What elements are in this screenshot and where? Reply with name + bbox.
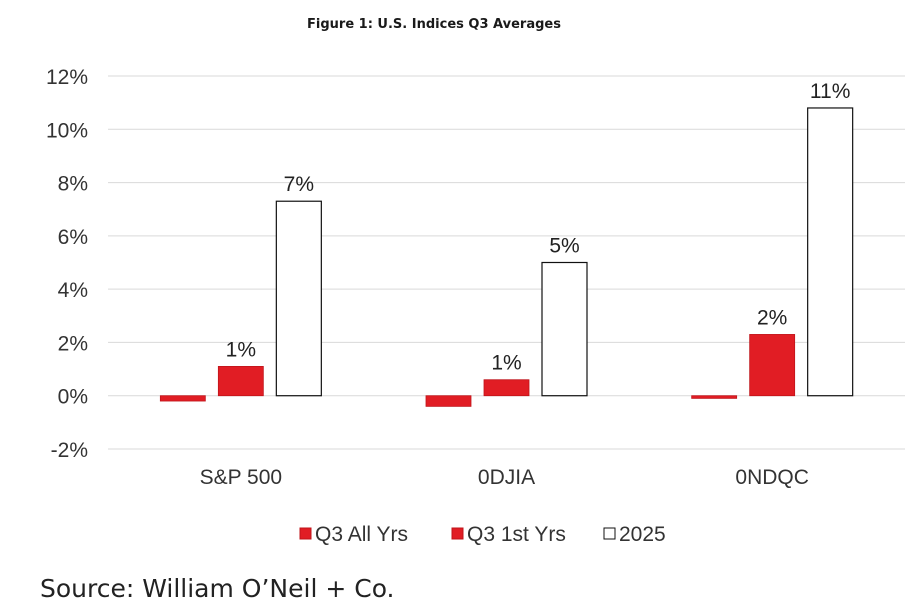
data-label: 2%	[757, 306, 787, 329]
bar-2025	[275, 200, 322, 397]
legend-label: Q3 1st Yrs	[467, 523, 566, 546]
x-tick-label: 0DJIA	[478, 466, 535, 489]
bar-2025	[807, 107, 854, 397]
source-note: Source: William O’Neil + Co.	[40, 574, 395, 603]
bar-q3-1st-yrs	[217, 366, 264, 397]
data-label: 1%	[226, 338, 256, 361]
bar-q3-all-yrs	[159, 395, 206, 402]
legend-swatch	[299, 527, 312, 540]
data-label: 7%	[284, 173, 314, 196]
y-tick-label: 6%	[58, 226, 88, 249]
bar-q3-all-yrs	[691, 395, 738, 399]
x-tick-label: S&P 500	[200, 466, 283, 489]
bar-q3-1st-yrs	[749, 334, 796, 397]
bar-q3-all-yrs	[425, 395, 472, 407]
y-tick-label: 0%	[58, 386, 88, 409]
data-label: 1%	[491, 352, 521, 375]
y-tick-label: 10%	[46, 119, 88, 142]
legend-label: Q3 All Yrs	[315, 523, 408, 546]
legend-label: 2025	[619, 523, 666, 546]
figure-title: Figure 1: U.S. Indices Q3 Averages	[307, 17, 561, 32]
legend-swatch	[603, 527, 616, 540]
data-label: 5%	[549, 235, 579, 258]
legend-swatch	[451, 527, 464, 540]
y-tick-label: 4%	[58, 279, 88, 302]
y-tick-label: 8%	[58, 173, 88, 196]
bar-q3-1st-yrs	[483, 379, 530, 397]
y-tick-label: 12%	[46, 66, 88, 89]
bar-2025	[541, 261, 588, 397]
y-tick-label: 2%	[58, 332, 88, 355]
data-label: 11%	[810, 80, 850, 103]
x-tick-label: 0NDQC	[735, 466, 809, 489]
y-tick-label: -2%	[51, 439, 88, 462]
